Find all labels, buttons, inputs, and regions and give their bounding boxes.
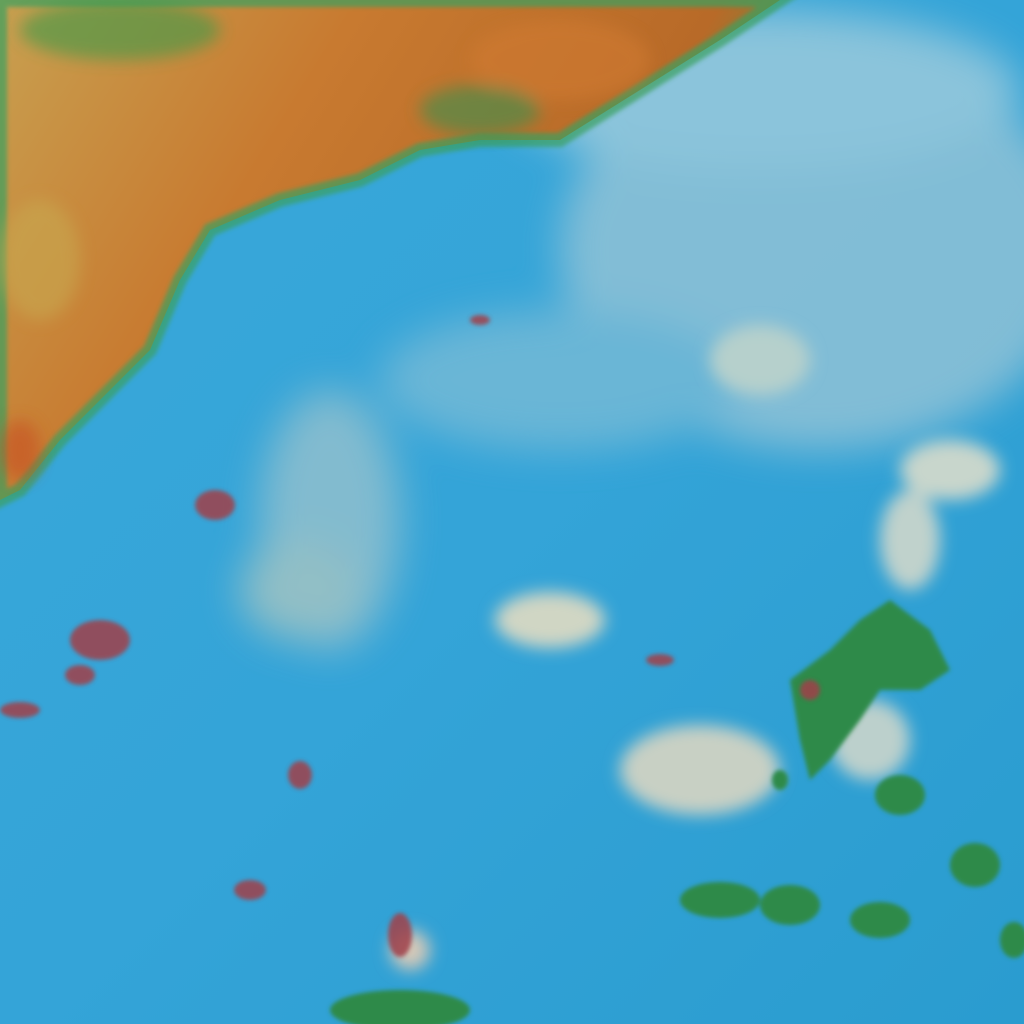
islands [0,315,1024,1024]
mainland [0,0,793,508]
clouds [390,325,1000,970]
